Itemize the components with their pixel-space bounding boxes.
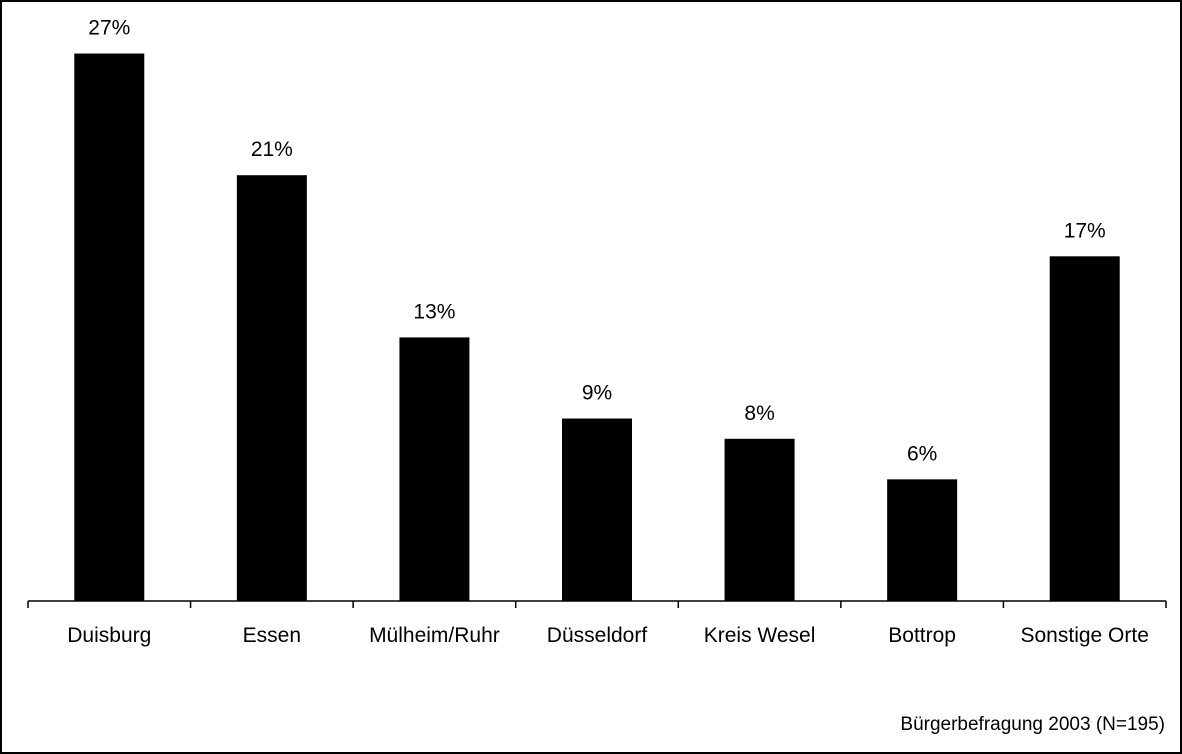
bar-duisburg [74, 53, 145, 602]
bar-bottrop [887, 479, 958, 601]
bars-layer [74, 53, 1120, 602]
bar-kreis-wesel [724, 438, 795, 601]
x-tick-label-bottrop: Bottrop [888, 624, 956, 647]
data-label-sonstige-orte: 17% [1064, 219, 1106, 242]
data-label-duisburg: 27% [88, 17, 130, 40]
source-note: Bürgerbefragung 2003 (N=195) [900, 714, 1165, 735]
x-axis-ticks [27, 601, 1167, 608]
data-label-mulheim-ruhr: 13% [413, 300, 455, 323]
x-tick-label-dusseldorf: Düsseldorf [547, 624, 648, 647]
x-tick-label-sonstige-orte: Sonstige Orte [1021, 624, 1149, 647]
x-tick-label-kreis-wesel: Kreis Wesel [704, 624, 816, 647]
data-label-bottrop: 6% [907, 442, 937, 465]
x-tick-label-mulheim-ruhr: Mülheim/Ruhr [369, 624, 500, 647]
data-label-dusseldorf: 9% [582, 382, 612, 405]
bar-sonstige-orte [1049, 256, 1120, 601]
data-label-kreis-wesel: 8% [744, 402, 774, 425]
bar-dusseldorf [562, 418, 632, 601]
data-labels-layer: 27% 21% 13% 9% 8% 6% 17% [88, 17, 1105, 466]
x-tick-label-duisburg: Duisburg [67, 624, 151, 647]
x-axis-tick-labels: Duisburg Essen Mülheim/Ruhr Düsseldorf Kreis… [67, 624, 1149, 647]
data-label-essen: 21% [251, 138, 293, 161]
bar-essen [236, 175, 307, 601]
x-tick-label-essen: Essen [243, 624, 301, 647]
bar-mulheim-ruhr [399, 337, 470, 601]
